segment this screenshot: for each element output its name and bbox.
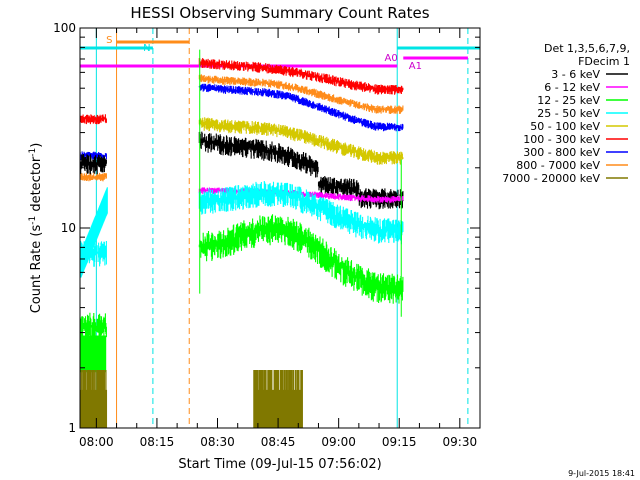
x-tick-label: 08:45 [261,435,296,449]
y-axis-label-sup2: -1 [28,148,38,157]
x-axis: 08:00 08:15 08:30 08:45 09:00 09:15 09:30 [79,28,477,449]
y-axis-label-end: ) [29,143,44,148]
saa-marker-label: S [106,35,112,46]
legend-entry-label: 25 - 50 keV [537,107,600,120]
x-tick-label: 09:00 [321,435,356,449]
legend-header-line-1: Det 1,3,5,6,7,9, [544,42,630,55]
y-axis-label: Count Rate (s-1 detector-1) [28,143,44,314]
y-axis-label-sup1: -1 [28,216,38,225]
x-tick-label: 08:15 [140,435,175,449]
legend-entry-label: 100 - 300 keV [523,133,600,146]
y-tick-label: 10 [61,221,76,235]
y-tick-label: 1 [68,421,76,435]
legend-entry-label: 6 - 12 keV [544,81,600,94]
legend-entry-label: 3 - 6 keV [551,68,600,81]
x-tick-label: 09:15 [382,435,417,449]
x-tick-label: 08:30 [200,435,235,449]
attenuator-a1-label: A1 [409,61,422,72]
night-marker-label: N [143,43,150,54]
series-line-olive [79,370,303,428]
series-line-green-low [79,335,107,373]
x-tick-label: 09:30 [443,435,478,449]
legend-entry-label: 12 - 25 keV [537,94,600,107]
y-axis-label-mid: detector [29,156,44,216]
chart-title: HESSI Observing Summary Count Rates [130,4,429,22]
x-tick-label: 08:00 [79,435,114,449]
series-line-cyan-ramp [80,187,108,278]
legend-entry-label: 7000 - 20000 keV [502,172,600,185]
footer-timestamp: 9-Jul-2015 18:41 [568,469,635,478]
y-tick-label: 100 [53,21,76,35]
plot-area: S N A0 A1 [79,28,480,428]
series-line-7 [198,74,404,114]
legend-header-line-2: FDecim 1 [578,55,630,68]
attenuator-a0-label: A0 [385,53,398,64]
legend-entry-label: 800 - 7000 keV [516,159,600,172]
y-axis: 1 10 100 [53,21,480,435]
legend-entry-label: 300 - 800 keV [523,146,600,159]
legend-entry-label: 50 - 100 keV [530,120,600,133]
x-axis-label: Start Time (09-Jul-15 07:56:02) [178,457,381,472]
series-line-5 [79,114,107,125]
series-line-7 [79,172,107,182]
y-axis-label-main: Count Rate (s [29,225,44,314]
